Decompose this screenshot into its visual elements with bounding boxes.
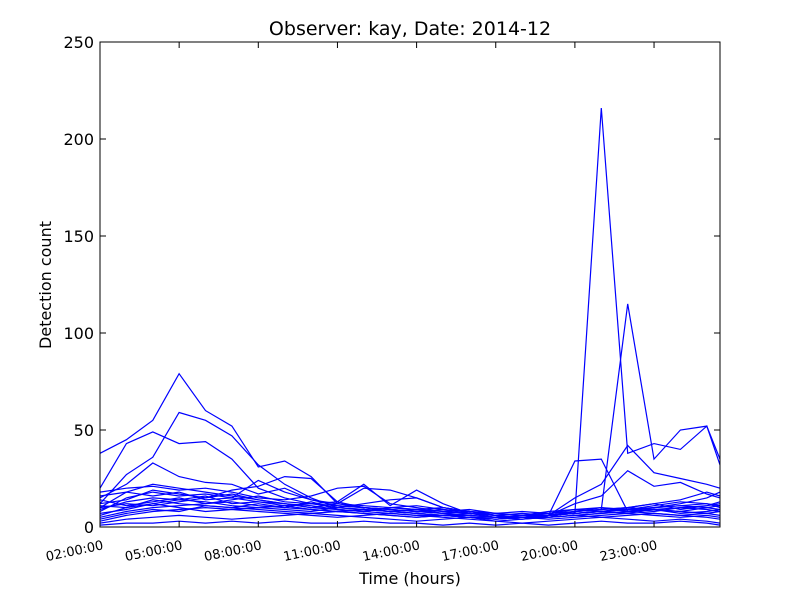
series-line-11: [99, 506, 721, 522]
x-tick-label: 23:00:00: [599, 538, 659, 565]
x-tick-label: 08:00:00: [203, 538, 263, 565]
y-tick-label: 100: [63, 324, 94, 343]
y-axis-title: Detection count: [36, 221, 55, 349]
y-tick-label: 250: [63, 33, 94, 52]
y-tick-label: 0: [84, 518, 94, 537]
series-line-19: [99, 499, 721, 517]
series-lines: [99, 107, 721, 526]
plot-frame: [99, 41, 721, 528]
y-tick-label: 200: [63, 130, 94, 149]
x-tick-label: 14:00:00: [361, 538, 421, 565]
x-tick-label: 05:00:00: [124, 538, 184, 565]
x-tick-label: 20:00:00: [519, 538, 579, 565]
y-ticks: 0 50 100 150 200 250: [63, 33, 720, 537]
y-tick-label: 50: [74, 421, 94, 440]
y-tick-label: 150: [63, 227, 94, 246]
x-tick-label: 02:00:00: [45, 538, 105, 565]
series-line-20: [99, 520, 721, 526]
chart-title: Observer: kay, Date: 2014-12: [269, 18, 551, 40]
series-line-16: [99, 495, 721, 517]
series-line-3: [99, 303, 721, 520]
x-tick-label: 11:00:00: [282, 538, 342, 565]
series-line-18: [99, 491, 721, 518]
x-tick-label: 17:00:00: [440, 538, 500, 565]
x-axis-title: Time (hours): [358, 569, 461, 588]
